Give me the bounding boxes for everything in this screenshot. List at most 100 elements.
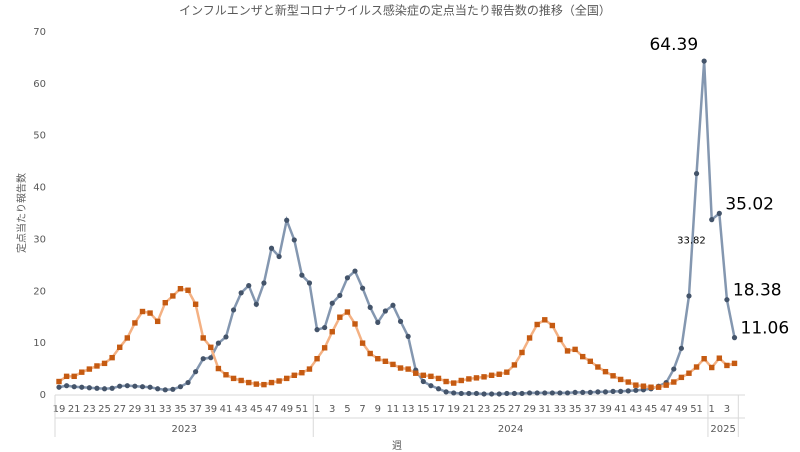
marker bbox=[94, 363, 100, 369]
x-tick-label: 49 bbox=[280, 404, 293, 415]
x-tick-label: 39 bbox=[204, 404, 217, 415]
marker bbox=[519, 349, 525, 356]
x-tick-label: 5 bbox=[344, 404, 350, 415]
marker bbox=[716, 355, 723, 361]
marker bbox=[724, 362, 730, 369]
marker bbox=[451, 390, 457, 396]
marker bbox=[200, 356, 206, 362]
x-tick-label: 43 bbox=[629, 404, 642, 415]
marker bbox=[276, 378, 282, 384]
marker bbox=[63, 383, 70, 389]
marker bbox=[648, 384, 654, 390]
marker bbox=[511, 390, 517, 397]
marker bbox=[443, 378, 449, 385]
marker bbox=[511, 362, 518, 368]
marker bbox=[306, 280, 313, 286]
marker bbox=[223, 372, 229, 378]
marker bbox=[595, 364, 601, 370]
marker bbox=[162, 387, 168, 393]
marker bbox=[124, 383, 130, 389]
marker bbox=[435, 386, 442, 392]
x-tick-label: 29 bbox=[523, 404, 536, 415]
marker bbox=[489, 391, 495, 397]
x-tick-label: 37 bbox=[584, 404, 597, 415]
marker bbox=[610, 373, 616, 379]
marker bbox=[230, 375, 237, 382]
marker bbox=[101, 360, 108, 367]
marker bbox=[375, 356, 381, 362]
x-tick-label: 21 bbox=[462, 404, 475, 415]
marker bbox=[109, 354, 115, 361]
marker bbox=[268, 245, 275, 251]
marker bbox=[208, 344, 214, 350]
marker bbox=[488, 372, 495, 378]
data-label: 11.06 bbox=[741, 319, 790, 339]
marker bbox=[177, 384, 184, 390]
marker bbox=[693, 364, 700, 370]
marker bbox=[344, 309, 351, 315]
marker bbox=[602, 368, 609, 375]
marker bbox=[360, 285, 366, 291]
group-label: 2025 bbox=[710, 424, 735, 435]
marker bbox=[185, 379, 191, 386]
marker bbox=[466, 390, 472, 397]
x-tick-label: 21 bbox=[68, 404, 81, 415]
marker bbox=[117, 383, 123, 389]
marker bbox=[595, 389, 601, 395]
marker bbox=[519, 390, 525, 397]
marker bbox=[633, 387, 639, 393]
group-label: 2024 bbox=[498, 424, 523, 435]
marker bbox=[526, 390, 533, 396]
x-tick-label: 41 bbox=[614, 404, 627, 415]
marker bbox=[208, 355, 214, 361]
x-tick-label: 7 bbox=[359, 404, 365, 415]
x-tick-label: 23 bbox=[478, 404, 491, 415]
chart-title: インフルエンザと新型コロナウイルス感染症の定点当たり報告数の推移（全国） bbox=[179, 3, 611, 18]
marker bbox=[458, 390, 464, 397]
x-tick-label: 13 bbox=[402, 404, 415, 415]
marker bbox=[284, 217, 290, 223]
marker bbox=[109, 385, 115, 391]
marker bbox=[63, 373, 70, 380]
marker bbox=[246, 379, 252, 386]
marker bbox=[215, 340, 221, 346]
marker bbox=[587, 389, 593, 396]
marker bbox=[625, 388, 631, 394]
marker bbox=[496, 391, 502, 397]
marker bbox=[299, 370, 305, 376]
x-tick-label: 1 bbox=[709, 404, 715, 415]
marker bbox=[572, 346, 578, 353]
marker bbox=[534, 390, 540, 396]
marker bbox=[504, 369, 510, 375]
marker bbox=[223, 334, 229, 340]
marker bbox=[390, 302, 396, 308]
marker bbox=[686, 293, 692, 299]
marker bbox=[731, 335, 738, 341]
marker bbox=[450, 380, 457, 386]
marker bbox=[155, 386, 161, 392]
x-tick-label: 9 bbox=[375, 404, 381, 415]
y-tick-label: 20 bbox=[33, 286, 46, 297]
x-tick-label: 27 bbox=[508, 404, 521, 415]
x-tick-label: 35 bbox=[174, 404, 187, 415]
x-tick-label: 47 bbox=[660, 404, 673, 415]
marker bbox=[200, 335, 206, 341]
marker bbox=[625, 379, 631, 385]
marker bbox=[230, 307, 237, 313]
marker bbox=[542, 390, 548, 396]
y-axis-label: 定点当たり報告数 bbox=[15, 173, 28, 253]
x-tick-label: 43 bbox=[235, 404, 248, 415]
marker bbox=[117, 344, 123, 350]
marker bbox=[557, 390, 563, 396]
y-tick-label: 0 bbox=[40, 390, 46, 401]
marker bbox=[443, 389, 449, 395]
marker bbox=[170, 386, 176, 392]
marker bbox=[420, 372, 427, 378]
marker bbox=[481, 391, 487, 397]
marker bbox=[473, 390, 480, 397]
x-axis-label: 週 bbox=[392, 440, 402, 452]
marker bbox=[458, 377, 464, 384]
marker bbox=[678, 345, 684, 351]
x-tick-label: 3 bbox=[329, 404, 335, 415]
